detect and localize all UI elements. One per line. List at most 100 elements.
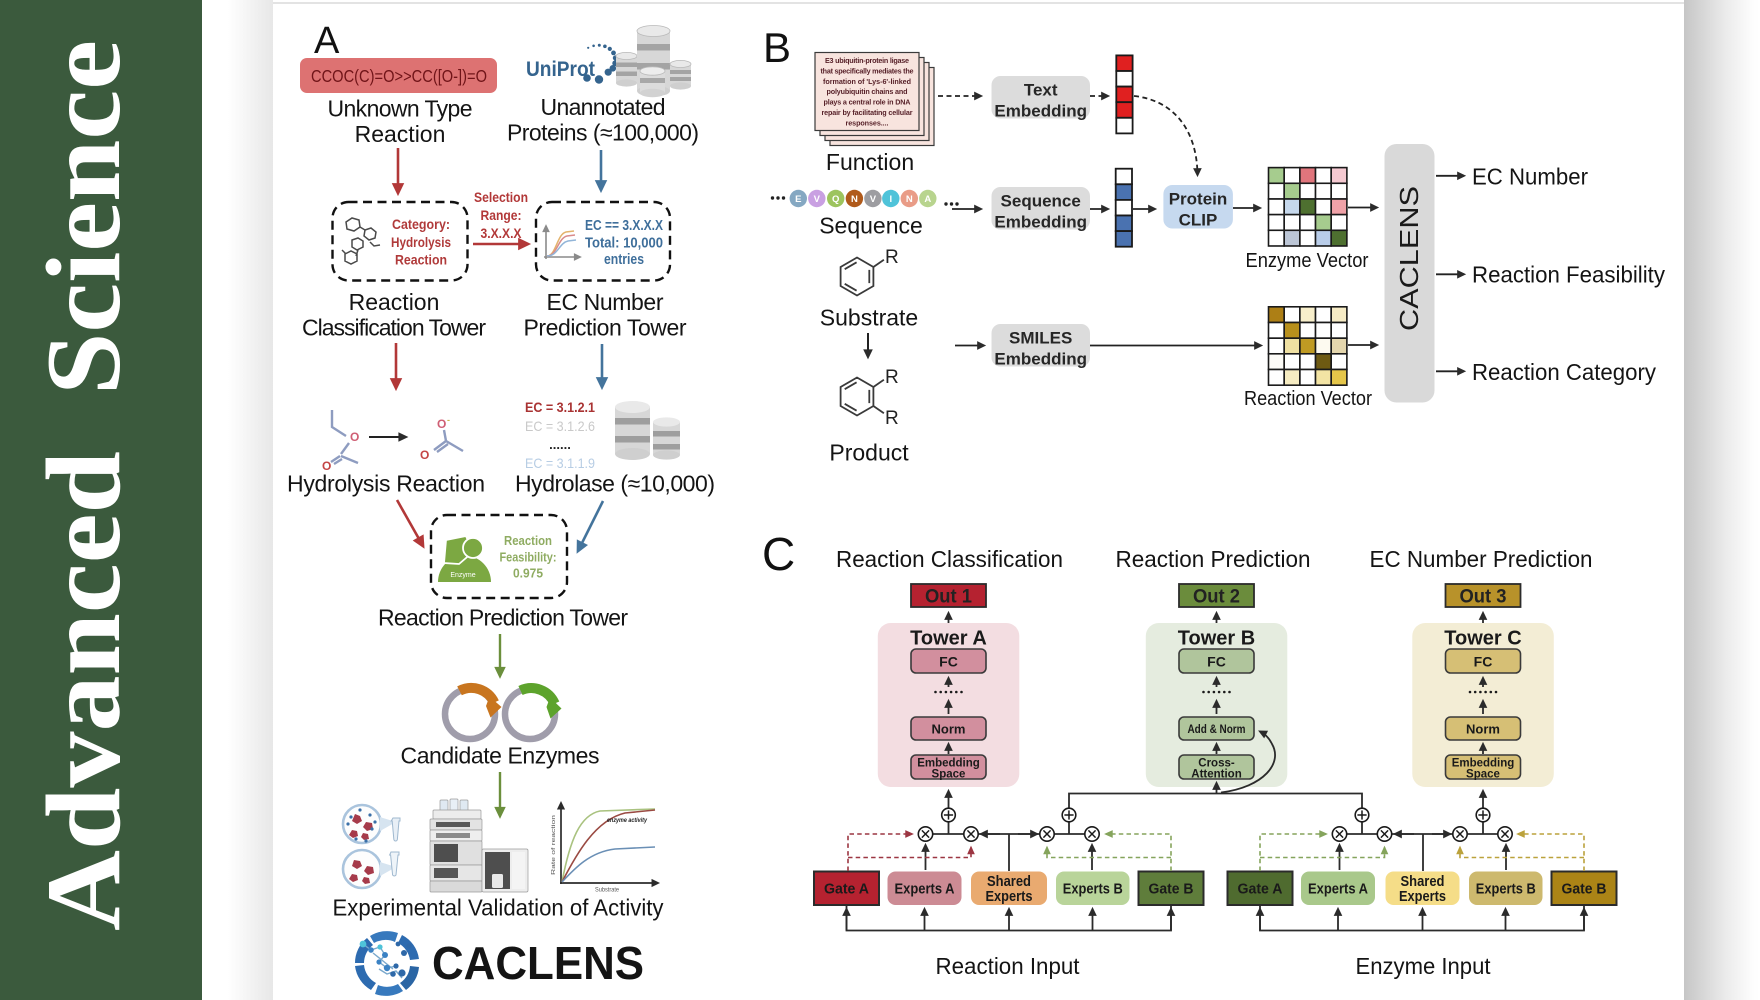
svg-text:Norm: Norm [1466, 722, 1500, 737]
svg-text:0.975: 0.975 [513, 566, 543, 581]
svg-text:Sequence: Sequence [1001, 192, 1081, 211]
svg-text:Reaction: Reaction [355, 121, 446, 147]
svg-text:formation of 'Lys-6'-linked: formation of 'Lys-6'-linked [823, 77, 911, 86]
svg-text:Embedding: Embedding [994, 350, 1087, 369]
svg-text:CACLENS: CACLENS [432, 937, 644, 989]
svg-text:Substrate: Substrate [820, 305, 918, 331]
svg-text:Out 3: Out 3 [1460, 587, 1507, 608]
svg-text:Reaction Category: Reaction Category [1472, 359, 1656, 385]
svg-text:Experts: Experts [1399, 889, 1446, 905]
svg-text:R: R [885, 408, 899, 429]
svg-text:Attention: Attention [1191, 769, 1241, 781]
svg-text:Enzyme Input: Enzyme Input [1356, 953, 1492, 979]
svg-text:Experts B: Experts B [1063, 882, 1123, 898]
svg-text:SMILES: SMILES [1009, 329, 1072, 348]
svg-text:V: V [814, 194, 821, 205]
svg-text:plays a central role in DNA: plays a central role in DNA [824, 98, 911, 107]
svg-text:Hydrolysis Reaction: Hydrolysis Reaction [287, 471, 485, 497]
svg-text:Gate A: Gate A [824, 882, 870, 898]
svg-text:Reaction Prediction: Reaction Prediction [1116, 546, 1311, 572]
svg-text:Category:: Category: [392, 216, 450, 232]
svg-text:Prediction Tower: Prediction Tower [524, 315, 687, 341]
svg-text:Experts B: Experts B [1476, 882, 1536, 898]
svg-text:Hydrolysis: Hydrolysis [391, 234, 451, 250]
svg-text:repair by facilitating cellula: repair by facilitating cellular [822, 108, 913, 117]
svg-text:Protein: Protein [1169, 190, 1228, 209]
svg-text:Experts: Experts [986, 889, 1033, 905]
svg-text:CLIP: CLIP [1179, 211, 1218, 230]
svg-text:UniProt: UniProt [526, 58, 595, 81]
svg-text:Tower B: Tower B [1178, 628, 1255, 650]
svg-text:R: R [885, 247, 899, 268]
svg-text:B: B [763, 24, 791, 71]
svg-text:Space: Space [1466, 769, 1500, 781]
svg-text:Reaction: Reaction [349, 289, 440, 315]
svg-text:N: N [851, 194, 858, 205]
svg-text:Total: 10,000: Total: 10,000 [585, 236, 663, 252]
svg-text:Reaction Prediction Tower: Reaction Prediction Tower [378, 605, 628, 631]
svg-text:CCOC(C)=O>>CC([O-])=O: CCOC(C)=O>>CC([O-])=O [311, 66, 487, 86]
svg-text:Selection: Selection [474, 189, 528, 205]
svg-text:Experimental Validation of Act: Experimental Validation of Activity [333, 895, 664, 921]
svg-text:O: O [350, 430, 359, 444]
svg-text:Shared: Shared [987, 874, 1031, 890]
svg-text:Enzyme: Enzyme [450, 572, 475, 579]
svg-text:EC Number Prediction: EC Number Prediction [1370, 546, 1593, 572]
svg-text:EC = 3.1.2.1: EC = 3.1.2.1 [525, 399, 595, 415]
svg-text:EC == 3.X.X.X: EC == 3.X.X.X [585, 218, 663, 234]
svg-text:3.X.X.X: 3.X.X.X [481, 225, 523, 241]
svg-text:Reaction: Reaction [504, 533, 552, 548]
svg-text:N: N [906, 194, 913, 205]
svg-text:A: A [314, 20, 340, 62]
svg-text:Sequence: Sequence [819, 213, 923, 239]
svg-text:that specifically mediates the: that specifically mediates the [821, 66, 914, 75]
svg-text:Hydrolase (≈10,000): Hydrolase (≈10,000) [515, 471, 715, 497]
svg-text:Gate B: Gate B [1562, 882, 1607, 898]
svg-text:Unknown Type: Unknown Type [328, 96, 473, 122]
svg-text:O: O [420, 448, 429, 462]
svg-text:A: A [924, 194, 931, 205]
svg-text:Embedding: Embedding [994, 213, 1087, 232]
svg-text:Candidate Enzymes: Candidate Enzymes [401, 743, 600, 769]
svg-text:Unannotated: Unannotated [541, 94, 666, 120]
svg-text:responses....: responses.... [846, 118, 889, 127]
svg-text:Add & Norm: Add & Norm [1188, 722, 1246, 736]
svg-text:polyubiquitin chains and: polyubiquitin chains and [827, 87, 908, 96]
svg-text:E: E [795, 194, 801, 205]
svg-text:O: O [322, 459, 331, 473]
svg-text:Enzyme Vector: Enzyme Vector [1246, 250, 1369, 272]
svg-text:-: - [447, 415, 450, 425]
svg-text:entries: entries [604, 252, 644, 268]
svg-text:Feasibility:: Feasibility: [500, 550, 557, 565]
svg-text:Embedding: Embedding [917, 758, 980, 770]
svg-text:Cross-: Cross- [1198, 758, 1235, 770]
svg-text:FC: FC [1207, 654, 1226, 670]
svg-text:EC = 3.1.2.6: EC = 3.1.2.6 [525, 418, 595, 434]
svg-text:Space: Space [932, 769, 966, 781]
svg-text:EC = 3.1.1.9: EC = 3.1.1.9 [525, 455, 595, 471]
svg-text:C: C [762, 528, 795, 580]
svg-text:Shared: Shared [1401, 874, 1445, 890]
svg-text:Embedding: Embedding [994, 102, 1087, 121]
svg-text:Gate B: Gate B [1149, 882, 1194, 898]
svg-text:R: R [885, 367, 899, 388]
svg-text:Reaction Input: Reaction Input [936, 953, 1081, 979]
svg-text:I: I [889, 194, 892, 205]
svg-text:Product: Product [829, 440, 909, 466]
svg-text:Tower C: Tower C [1444, 628, 1521, 650]
svg-text:FC: FC [1474, 654, 1493, 670]
svg-text:O: O [437, 417, 446, 431]
svg-text:Norm: Norm [932, 722, 966, 737]
svg-text:enzyme activity: enzyme activity [607, 817, 647, 824]
svg-text:Experts A: Experts A [1308, 882, 1368, 898]
svg-text:Range:: Range: [481, 207, 522, 223]
svg-text:EC Number: EC Number [547, 289, 664, 315]
svg-text:Tower A: Tower A [910, 628, 987, 650]
svg-text:EC Number: EC Number [1472, 164, 1588, 190]
svg-text:Text: Text [1024, 81, 1058, 100]
svg-text:Q: Q [832, 194, 839, 205]
svg-text:Embedding: Embedding [1452, 758, 1515, 770]
svg-text:Advanced Science: Advanced Science [25, 40, 142, 931]
svg-text:Experts A: Experts A [895, 882, 955, 898]
svg-text:V: V [870, 194, 877, 205]
